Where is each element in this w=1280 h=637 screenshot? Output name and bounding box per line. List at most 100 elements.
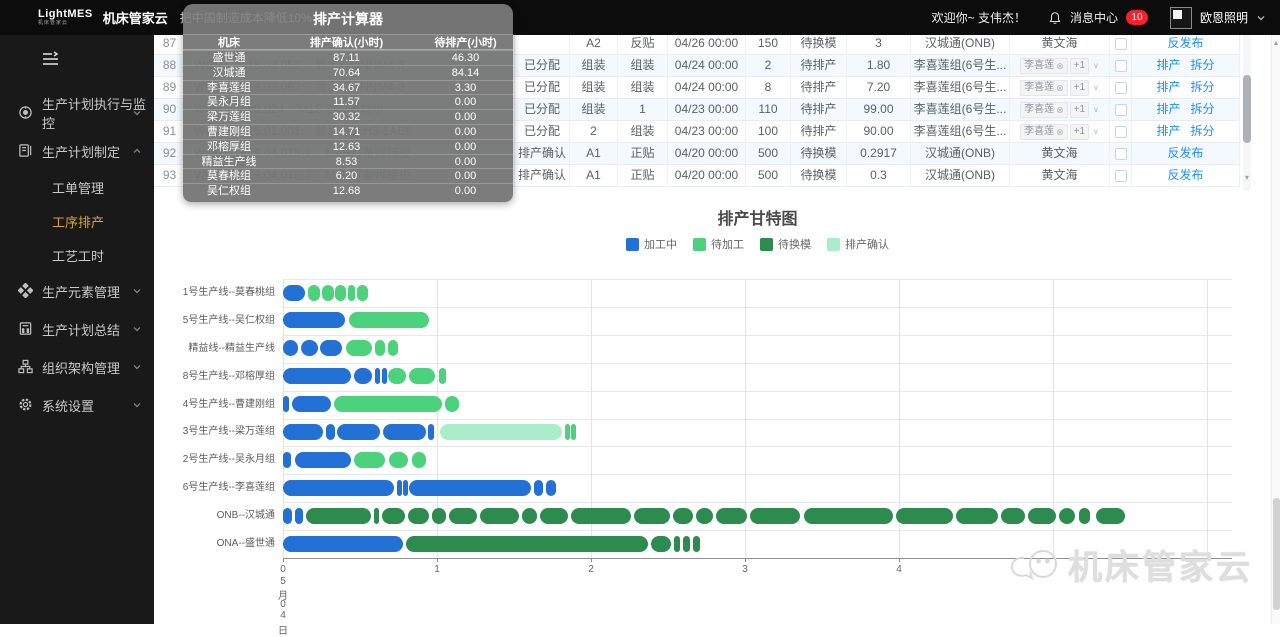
- row-checkbox[interactable]: [1114, 147, 1127, 160]
- sidebar-group-5[interactable]: 系统设置: [0, 386, 154, 424]
- gantt-bar-segment[interactable]: [674, 535, 681, 552]
- gantt-bar-segment[interactable]: [444, 396, 459, 413]
- action-link[interactable]: 拆分: [1190, 124, 1215, 138]
- action-link[interactable]: 反发布: [1167, 168, 1204, 182]
- gantt-bar-segment[interactable]: [412, 451, 427, 468]
- scroll-up-arrow-icon[interactable]: ▴: [1273, 38, 1278, 47]
- legend-item[interactable]: 待加工: [693, 236, 744, 252]
- gantt-bar-segment[interactable]: [356, 284, 368, 301]
- gantt-bar-segment[interactable]: [1096, 507, 1126, 524]
- gantt-bar-segment[interactable]: [283, 368, 351, 385]
- gantt-bar-segment[interactable]: [672, 507, 693, 524]
- gantt-bar-segment[interactable]: [570, 424, 576, 440]
- gantt-bar-segment[interactable]: [295, 451, 351, 468]
- action-link[interactable]: 拆分: [1190, 80, 1215, 94]
- company-avatar[interactable]: [1169, 6, 1192, 29]
- gantt-bar-segment[interactable]: [381, 507, 405, 524]
- gantt-bar-segment[interactable]: [319, 340, 342, 357]
- gantt-bar-segment[interactable]: [389, 451, 408, 468]
- sidebar-group-3[interactable]: 生产计划总结: [0, 310, 154, 348]
- gantt-bar-segment[interactable]: [387, 340, 399, 357]
- scroll-down-arrow-icon[interactable]: ▾: [1244, 173, 1249, 182]
- gantt-bar-segment[interactable]: [283, 284, 305, 301]
- row-checkbox[interactable]: [1114, 169, 1127, 182]
- gantt-bar-segment[interactable]: [1000, 507, 1026, 524]
- gantt-bar-segment[interactable]: [396, 479, 402, 496]
- action-link[interactable]: 排产: [1156, 80, 1181, 94]
- gantt-bar-segment[interactable]: [540, 507, 568, 524]
- gantt-bar-segment[interactable]: [353, 368, 373, 385]
- gantt-bar-segment[interactable]: [407, 507, 430, 524]
- sidebar-item-1-1[interactable]: 工序排产: [52, 214, 105, 230]
- gantt-bar-segment[interactable]: [438, 368, 447, 385]
- table-scrollbar-thumb[interactable]: [1243, 75, 1251, 143]
- gantt-bar-segment[interactable]: [432, 507, 447, 524]
- tag-close-icon[interactable]: ⊗: [1056, 60, 1064, 71]
- gantt-bar-segment[interactable]: [283, 396, 290, 413]
- sidebar-group-1[interactable]: 生产计划制定: [0, 132, 154, 170]
- gantt-bar-segment[interactable]: [346, 340, 373, 357]
- gantt-bar-segment[interactable]: [1028, 507, 1057, 524]
- person-tag[interactable]: 李喜莲 ⊗: [1020, 123, 1068, 140]
- gantt-bar-segment[interactable]: [409, 368, 436, 385]
- tag-close-icon[interactable]: ⊗: [1056, 126, 1064, 137]
- gantt-bar-segment[interactable]: [333, 396, 442, 413]
- gantt-bar-segment[interactable]: [283, 507, 293, 524]
- gantt-bar-segment[interactable]: [634, 507, 670, 524]
- company-name[interactable]: 欧恩照明: [1199, 11, 1248, 25]
- message-center-link[interactable]: 消息中心: [1069, 11, 1118, 25]
- gantt-bar-segment[interactable]: [292, 396, 331, 413]
- row-checkbox[interactable]: [1114, 103, 1127, 116]
- gantt-bar-segment[interactable]: [564, 424, 570, 440]
- chevron-down-icon[interactable]: ∨: [1093, 61, 1099, 70]
- gantt-bar-segment[interactable]: [409, 479, 531, 496]
- gantt-bar-segment[interactable]: [335, 284, 347, 301]
- gantt-bar-segment[interactable]: [375, 368, 381, 385]
- gantt-bar-segment[interactable]: [695, 507, 713, 524]
- sidebar-group-4[interactable]: 组织架构管理: [0, 348, 154, 386]
- sidebar-item-1-0[interactable]: 工单管理: [52, 180, 105, 196]
- gantt-bar-segment[interactable]: [427, 424, 434, 440]
- gantt-bar-segment[interactable]: [295, 507, 303, 524]
- sidebar-group-2[interactable]: 生产元素管理: [0, 272, 154, 310]
- gantt-bar-segment[interactable]: [803, 507, 893, 524]
- action-link[interactable]: 排产: [1156, 102, 1181, 116]
- gantt-bar-segment[interactable]: [534, 479, 544, 496]
- table-scrollbar[interactable]: ▾: [1243, 33, 1251, 191]
- gantt-bar-segment[interactable]: [283, 535, 404, 552]
- gantt-bar-segment[interactable]: [283, 479, 394, 496]
- gantt-bar-segment[interactable]: [449, 507, 478, 524]
- gantt-bar-segment[interactable]: [347, 284, 356, 301]
- row-checkbox[interactable]: [1114, 125, 1127, 138]
- gantt-bar-segment[interactable]: [749, 507, 801, 524]
- gantt-bar-segment[interactable]: [381, 368, 387, 385]
- action-link[interactable]: 拆分: [1190, 102, 1215, 116]
- gantt-bar-segment[interactable]: [955, 507, 998, 524]
- gantt-bar-segment[interactable]: [895, 507, 953, 524]
- gantt-bar-segment[interactable]: [521, 507, 538, 524]
- gantt-bar-segment[interactable]: [570, 507, 632, 524]
- gantt-bar-segment[interactable]: [306, 507, 371, 524]
- gantt-bar-segment[interactable]: [283, 451, 291, 468]
- gantt-bar-segment[interactable]: [387, 368, 407, 385]
- gantt-bar-segment[interactable]: [692, 535, 701, 552]
- bell-icon[interactable]: [1048, 11, 1062, 25]
- page-scrollbar[interactable]: ▴: [1271, 35, 1280, 624]
- gantt-bar-segment[interactable]: [349, 312, 430, 329]
- gantt-bar-segment[interactable]: [715, 507, 747, 524]
- tag-close-icon[interactable]: ⊗: [1056, 104, 1064, 115]
- person-tag[interactable]: 李喜莲 ⊗: [1020, 57, 1068, 74]
- gantt-bar-segment[interactable]: [375, 340, 385, 357]
- sidebar-item-1-2[interactable]: 工艺工时: [52, 248, 105, 264]
- legend-item[interactable]: 加工中: [626, 236, 677, 252]
- person-tag-more[interactable]: +1: [1069, 101, 1090, 118]
- legend-item[interactable]: 待换模: [760, 236, 811, 252]
- gantt-bar-segment[interactable]: [440, 424, 562, 440]
- gantt-bar-segment[interactable]: [353, 451, 385, 468]
- scheduling-calculator-panel[interactable]: 排产计算器 机床 排产确认(小时) 待排产(小时) 盛世通 87.11 46.30 汉城通 7…: [183, 4, 513, 202]
- gantt-bar-segment[interactable]: [383, 424, 427, 440]
- chevron-down-icon[interactable]: [1256, 13, 1266, 23]
- gantt-bar-segment[interactable]: [326, 424, 336, 440]
- gantt-bar-segment[interactable]: [283, 424, 324, 440]
- chevron-down-icon[interactable]: ∨: [1093, 127, 1099, 136]
